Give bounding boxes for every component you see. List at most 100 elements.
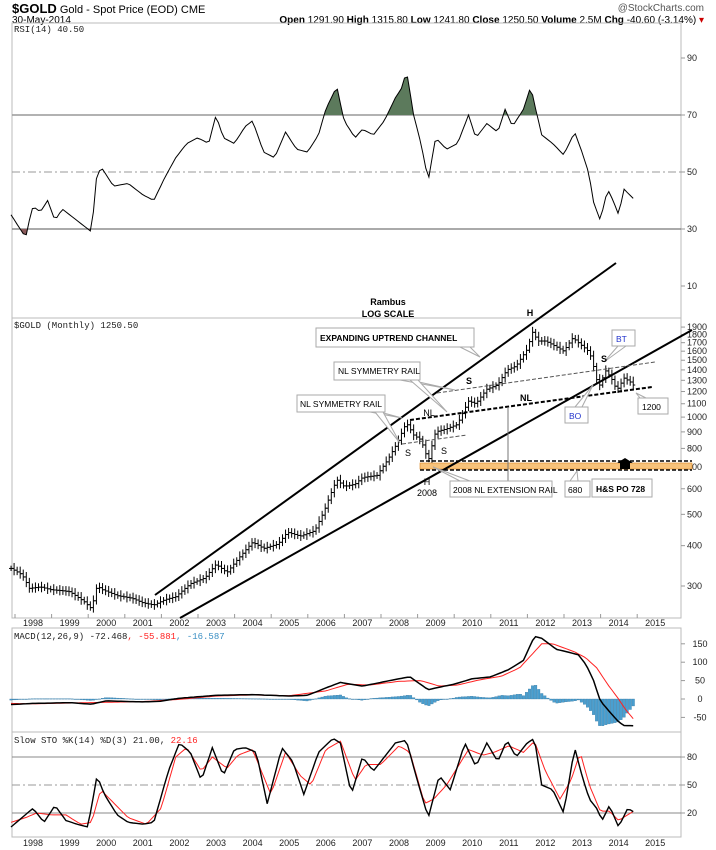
x-tick-label: 2009 — [426, 618, 446, 628]
x-tick-label-bottom: 2000 — [96, 838, 116, 848]
macd-histogram-bar — [390, 696, 394, 700]
left-shoulder-2008-label: S — [405, 448, 411, 458]
macd-histogram-bar — [250, 698, 254, 700]
macd-histogram-bar — [403, 695, 406, 700]
nl-symmetry-rail-upper — [436, 361, 656, 394]
macd-histogram-bar — [98, 698, 101, 700]
open-label: Open — [279, 15, 305, 26]
macd-histogram-bar — [424, 698, 428, 706]
price-tick-label: 600 — [687, 484, 702, 494]
x-tick-label-bottom: 2014 — [609, 838, 629, 848]
volume-value: 2.5M — [579, 15, 602, 26]
macd-value: MACD(12,26,9) -72.468 — [14, 632, 127, 642]
macd-histogram-bar — [531, 685, 535, 700]
x-tick-label-bottom: 2008 — [389, 838, 409, 848]
callout-nl-rail-upper-text: NL SYMMETRY RAIL — [338, 366, 420, 376]
macd-histogram-bar — [46, 698, 50, 700]
macd-histogram-bar — [128, 698, 132, 700]
macd-histogram-bar — [43, 698, 47, 700]
macd-histogram-bar — [534, 685, 538, 700]
macd-histogram-bar — [448, 698, 452, 700]
macd-histogram-bar — [595, 698, 599, 722]
macd-histogram-bar — [162, 698, 165, 700]
sto-tick-label: 50 — [687, 780, 697, 790]
price-tick-label: 1900 — [687, 322, 707, 332]
macd-histogram-bar — [146, 698, 150, 700]
macd-histogram-bar — [537, 689, 541, 700]
macd-histogram-bar — [372, 698, 376, 700]
macd-histogram-bar — [473, 696, 477, 700]
macd-histogram-bar — [378, 697, 382, 700]
macd-histogram-bar — [546, 697, 550, 700]
sto-legend: Slow STO %K(14) %D(3) 21.00, 22.16 — [14, 736, 198, 746]
macd-histogram-bar — [335, 695, 339, 700]
left-shoulder-label: S — [466, 376, 472, 386]
macd-histogram-bar — [271, 698, 275, 700]
macd-histogram-bar — [284, 698, 287, 700]
macd-histogram-bar — [576, 698, 580, 701]
macd-line — [10, 635, 634, 727]
x-tick-label: 2014 — [609, 618, 629, 628]
macd-histogram-bar — [226, 698, 230, 700]
x-tick-label: 2004 — [243, 618, 263, 628]
scale-label: LOG SCALE — [362, 309, 415, 319]
macd-histogram-bar — [27, 698, 31, 700]
macd-histogram-bar — [467, 696, 470, 700]
macd-histogram-bar — [332, 695, 336, 700]
macd-histogram-bar — [223, 698, 226, 700]
change-label: Chg — [604, 15, 624, 26]
macd-histogram-bar — [396, 696, 400, 700]
macd-histogram-bar — [281, 698, 284, 700]
macd-histogram-bar — [131, 698, 135, 700]
macd-histogram-bar — [256, 698, 260, 700]
macd-histogram-bar — [491, 697, 495, 700]
macd-histogram-bar — [55, 698, 59, 700]
macd-histogram-bar — [241, 698, 245, 700]
macd-histogram-bar — [235, 698, 239, 700]
right-shoulder-2008-label: S — [441, 446, 447, 456]
macd-histogram-bar — [232, 698, 236, 700]
macd-histogram-bar — [399, 695, 403, 700]
callout-extension-rail: 2008 NL EXTENSION RAIL — [432, 466, 558, 498]
macd-histogram-bar — [253, 698, 257, 700]
head-label: H — [527, 308, 534, 318]
macd-histogram-bar — [220, 698, 223, 700]
macd-histogram-bar — [442, 698, 446, 700]
macd-histogram-bar — [265, 698, 269, 700]
macd-histogram-bar — [155, 698, 159, 700]
macd-histogram-bar — [476, 696, 480, 700]
macd-histogram-bar — [207, 698, 211, 700]
author-label: Rambus — [370, 297, 406, 307]
macd-histogram-bar — [573, 698, 577, 701]
callout-nl-rail-lower: NL SYMMETRY RAIL — [296, 394, 403, 444]
macd-histogram-bar — [558, 698, 562, 703]
low-label: Low — [410, 15, 431, 26]
chart-date: 30-May-2014 — [12, 15, 71, 26]
x-tick-label-bottom: 2012 — [535, 838, 555, 848]
macd-histogram-bar — [21, 698, 25, 700]
macd-histogram-bar — [165, 698, 169, 700]
macd-histogram-bar — [323, 696, 327, 700]
macd-histogram-bar — [613, 698, 617, 723]
macd-histogram-bar — [342, 696, 345, 700]
macd-histogram-bar — [470, 696, 474, 700]
macd-histogram-bar — [76, 698, 80, 700]
macd-histogram-bar — [12, 698, 16, 701]
macd-histogram-bar — [494, 696, 498, 700]
macd-histogram-bar — [52, 698, 56, 700]
x-tick-label: 2013 — [572, 618, 592, 628]
x-tick-label-bottom: 2010 — [462, 838, 482, 848]
macd-histogram-bar — [122, 698, 126, 700]
macd-histogram-bar — [625, 698, 629, 714]
macd-histogram-bar — [521, 695, 525, 700]
macd-tick-label: -50 — [693, 712, 706, 722]
rsi-panel — [11, 22, 682, 319]
macd-histogram-bar — [619, 698, 623, 720]
callout-bt: BT — [603, 329, 636, 363]
macd-histogram-bar — [137, 698, 141, 700]
x-tick-label-bottom: 1998 — [23, 838, 43, 848]
x-tick-label-bottom: 2009 — [426, 838, 446, 848]
macd-histogram-bar — [360, 698, 364, 701]
macd-histogram-bar — [79, 698, 83, 700]
